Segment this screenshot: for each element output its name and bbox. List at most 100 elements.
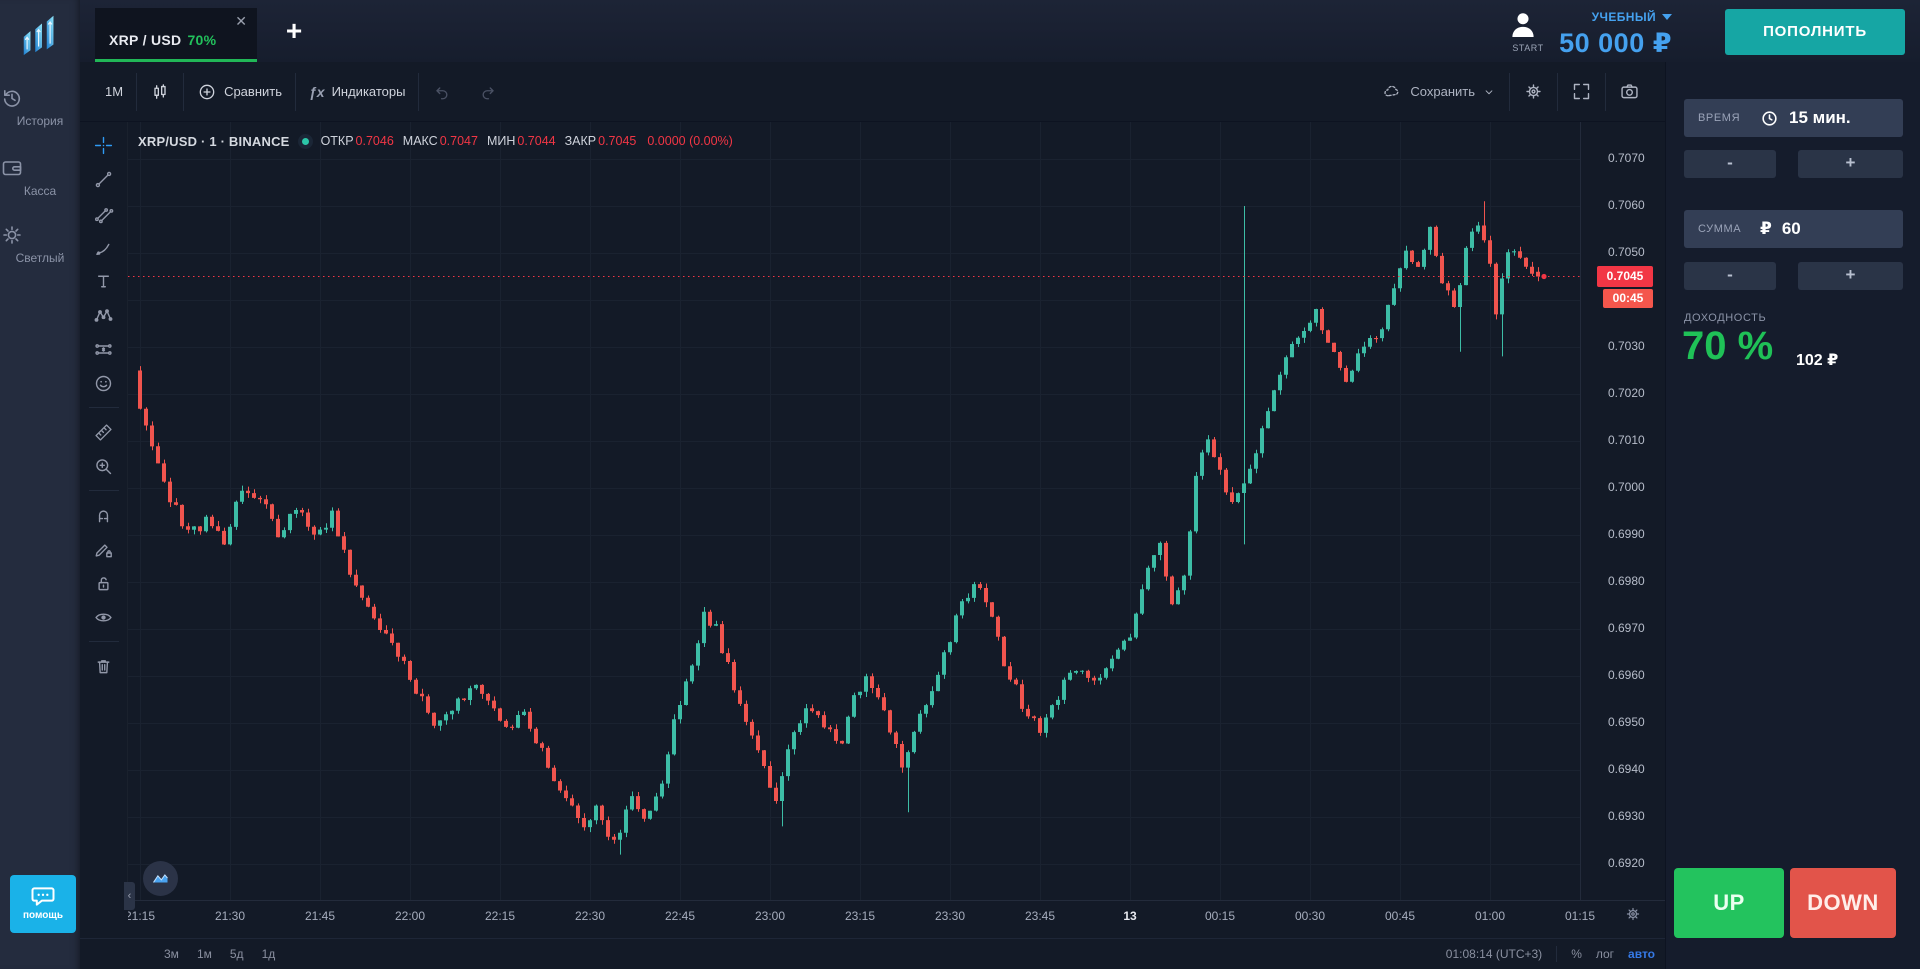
payout-amount: 102 ₽: [1796, 352, 1839, 369]
undo-icon: [432, 82, 452, 102]
time-tick-label: 22:00: [394, 909, 426, 923]
help-button[interactable]: помощь: [10, 875, 76, 933]
sidebar-item-label: Светлый: [15, 251, 65, 265]
price-axis[interactable]: 0.70700.70600.70500.70400.70300.70200.70…: [1580, 122, 1666, 900]
time-tick-label: 22:15: [484, 909, 516, 923]
interval-button[interactable]: 1M: [92, 73, 136, 111]
candle-wicks-down: [140, 201, 1539, 844]
amount-label: СУММА: [1698, 223, 1742, 235]
chart-toolbar: 1M Сравнить ƒx Индикаторы: [80, 62, 1665, 122]
auto-scale-toggle[interactable]: авто: [1628, 947, 1655, 961]
gann-fibonacci-tool[interactable]: [87, 198, 121, 228]
legend-ohlc: ОТКР 0.7046 МАКС 0.7047 МИН 0.7044 ЗАКР 0.70…: [320, 134, 733, 148]
collapse-pane-handle[interactable]: ‹: [124, 882, 135, 910]
forecast-tool[interactable]: [87, 334, 121, 364]
chart-widget-background: [80, 62, 1665, 969]
up-button[interactable]: UP: [1674, 868, 1784, 938]
axis-settings-gear-icon[interactable]: [1624, 905, 1646, 927]
sidebar-item-label: История: [16, 114, 64, 128]
time-axis[interactable]: 21:15 21:30 21:45 22:00 22:15 22:30 22:45 23:00…: [128, 900, 1665, 939]
compare-button[interactable]: Сравнить: [184, 73, 295, 111]
down-button[interactable]: DOWN: [1790, 868, 1896, 938]
candle-bodies-up: [192, 225, 1516, 840]
tab-payout: 70%: [187, 32, 217, 48]
low-value: 0.7044: [517, 134, 556, 148]
toolbar-separator: [88, 407, 119, 408]
amount-increase-button[interactable]: +: [1798, 262, 1903, 290]
range-1m[interactable]: 1м: [196, 947, 212, 961]
log-scale-toggle[interactable]: лог: [1595, 947, 1615, 961]
clock-timezone[interactable]: 01:08:14 (UTC+3): [1445, 947, 1543, 961]
crosshair-tool[interactable]: [87, 130, 121, 160]
brush-tool[interactable]: [87, 232, 121, 262]
amount-decrease-button[interactable]: -: [1684, 262, 1776, 290]
balance-value: 50 000 ₽: [1559, 28, 1672, 58]
toolbar-separator: [1509, 72, 1510, 111]
drawing-toolbar: [80, 122, 128, 900]
candle-countdown-tag: 00:45: [1603, 289, 1653, 308]
undo-button[interactable]: [419, 73, 465, 111]
current-price-tag: 0.7045: [1597, 266, 1653, 287]
deposit-button[interactable]: ПОПОЛНИТЬ: [1725, 9, 1905, 55]
app-logo: [18, 10, 64, 58]
chart-settings-button[interactable]: [1510, 73, 1557, 111]
emoji-tool[interactable]: [87, 368, 121, 398]
sidebar-item-theme[interactable]: Светлый: [0, 223, 80, 265]
chart-pane[interactable]: [128, 122, 1580, 900]
range-3m[interactable]: 3м: [164, 947, 179, 961]
chat-bubble-icon: [31, 887, 55, 906]
chart-style-button[interactable]: [137, 73, 183, 111]
drawing-mode-lock-tool[interactable]: [87, 534, 121, 564]
price-tick-label: 0.6950: [1608, 715, 1645, 729]
tab-xrp-usd[interactable]: XRP / USD 70% ✕: [95, 8, 257, 62]
candlestick-icon: [150, 82, 170, 102]
account-type: УЧЕБНЫЙ: [1591, 10, 1656, 24]
payout-label: ДОХОДНОСТЬ: [1684, 312, 1767, 324]
cloud-icon: [1381, 82, 1403, 102]
time-tick-label: 23:00: [754, 909, 786, 923]
account-balance-menu[interactable]: УЧЕБНЫЙ 50 000 ₽: [1482, 8, 1672, 59]
hide-all-tool[interactable]: [87, 602, 121, 632]
range-5d[interactable]: 5д: [229, 947, 244, 961]
save-layout-button[interactable]: Сохранить: [1368, 73, 1509, 111]
xabcd-pattern-tool[interactable]: [87, 300, 121, 330]
candle-wicks-up: [194, 206, 1515, 855]
magnet-tool[interactable]: [87, 500, 121, 530]
percent-scale-toggle[interactable]: %: [1571, 947, 1582, 961]
amount-value: 60: [1781, 219, 1801, 238]
account-avatar[interactable]: START: [1506, 8, 1550, 53]
zoom-in-tool[interactable]: [87, 451, 121, 481]
price-tick-label: 0.6980: [1608, 574, 1645, 588]
price-tick-label: 0.7000: [1608, 480, 1645, 494]
time-increase-button[interactable]: +: [1798, 150, 1903, 178]
remove-drawings-tool[interactable]: [87, 651, 121, 681]
sidebar-item-history[interactable]: История: [0, 86, 80, 128]
measure-tool[interactable]: [87, 417, 121, 447]
person-icon: [1506, 8, 1550, 42]
trend-line-tool[interactable]: [87, 164, 121, 194]
fullscreen-button[interactable]: [1558, 73, 1605, 111]
chart-legend: XRP/USD · 1 · BINANCE ОТКР 0.7046 МАКС 0.7…: [138, 131, 733, 151]
text-tool[interactable]: [87, 266, 121, 296]
sidebar-item-cashier[interactable]: Касса: [0, 156, 80, 198]
time-tick-label: 21:15: [128, 909, 156, 923]
price-tick-label: 0.6940: [1608, 762, 1645, 776]
time-decrease-button[interactable]: -: [1684, 150, 1776, 178]
chevron-down-icon: [1662, 13, 1672, 20]
time-tick-label: 23:45: [1024, 909, 1056, 923]
price-chart-canvas[interactable]: [128, 122, 1580, 900]
snapshot-button[interactable]: [1606, 73, 1653, 111]
time-value: 15 мин.: [1789, 108, 1851, 127]
amount-field[interactable]: СУММА ₽ 60: [1684, 210, 1903, 248]
lock-all-tool[interactable]: [87, 568, 121, 598]
indicators-button[interactable]: ƒx Индикаторы: [296, 73, 418, 111]
fx-icon: ƒx: [309, 83, 325, 100]
time-field[interactable]: ВРЕМЯ 15 мин.: [1684, 99, 1903, 137]
time-tick-label: 01:00: [1474, 909, 1506, 923]
range-1d[interactable]: 1д: [261, 947, 276, 961]
time-tick-label: 01:15: [1564, 909, 1596, 923]
add-tab-button[interactable]: +: [285, 15, 303, 46]
redo-button[interactable]: [465, 73, 511, 111]
close-icon[interactable]: ✕: [235, 13, 247, 29]
